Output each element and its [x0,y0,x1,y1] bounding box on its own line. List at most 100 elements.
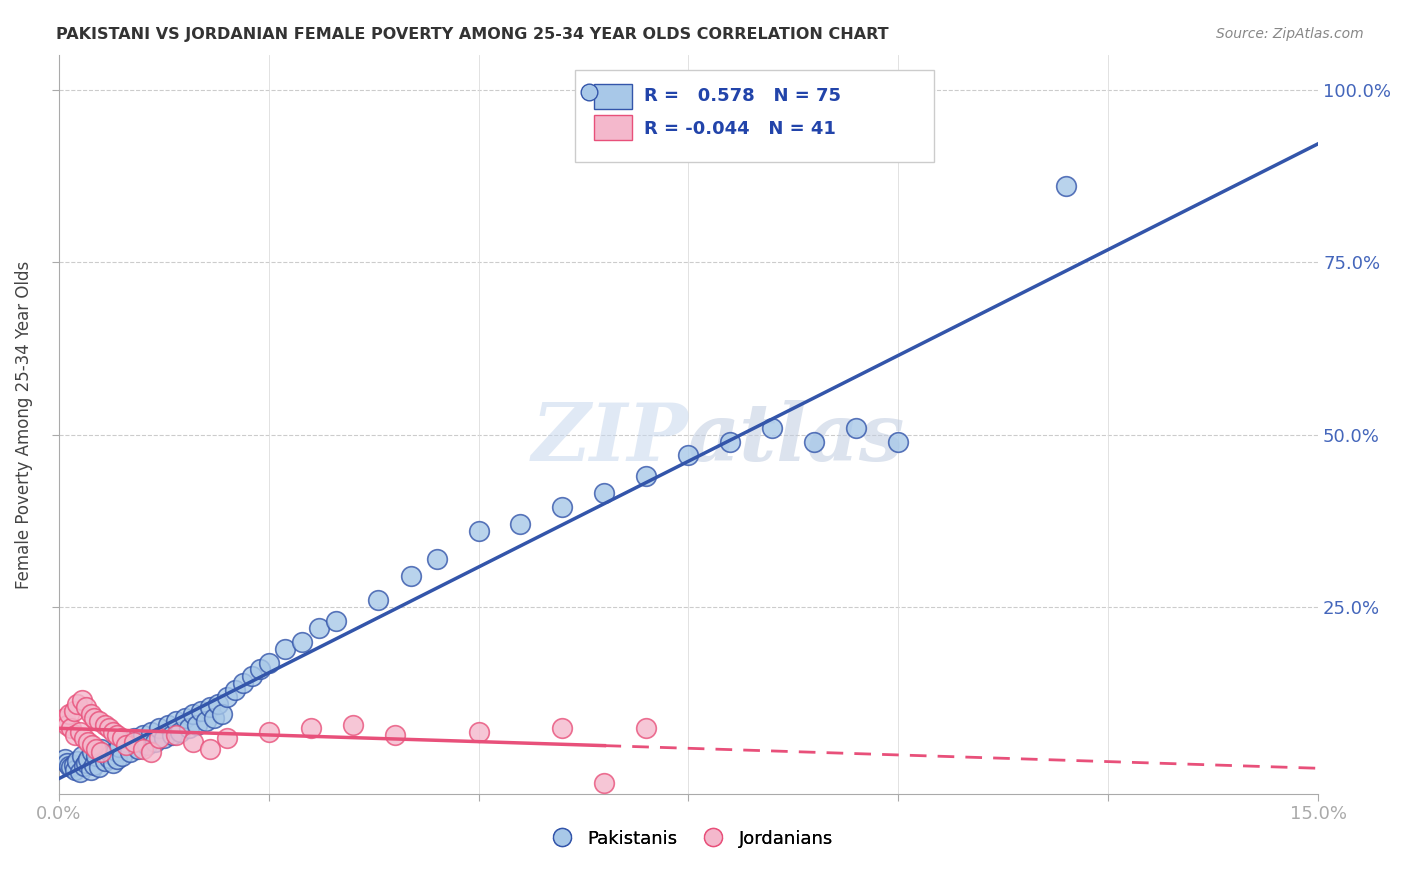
Text: R = -0.044   N = 41: R = -0.044 N = 41 [644,120,837,138]
Point [1054,179,1077,194]
Point [83,711,105,725]
Point [299,721,322,735]
Point [181,735,204,749]
Point [94,717,117,731]
Text: Source: ZipAtlas.com: Source: ZipAtlas.com [1216,27,1364,41]
Point [58,707,80,722]
Point [139,724,162,739]
Point [111,748,134,763]
Point [111,731,134,746]
Point [77,735,100,749]
Point [122,731,145,746]
Point [70,693,93,707]
Point [198,741,221,756]
Point [173,711,195,725]
Point [107,728,129,742]
Point [761,421,783,435]
Point [79,707,101,722]
Point [342,717,364,731]
Point [90,745,112,759]
Point [198,700,221,714]
Point [56,717,79,731]
Point [148,731,170,746]
Text: PAKISTANI VS JORDANIAN FEMALE POVERTY AMONG 25-34 YEAR OLDS CORRELATION CHART: PAKISTANI VS JORDANIAN FEMALE POVERTY AM… [56,27,889,42]
Point [156,717,179,731]
Point [224,683,246,698]
Point [190,704,212,718]
Point [467,524,489,539]
Point [82,745,104,759]
Point [678,449,700,463]
Point [257,656,280,670]
Point [194,714,217,729]
Point [202,711,225,725]
Point [148,721,170,735]
Point [165,714,187,729]
Point [131,741,153,756]
Point [169,724,191,739]
Point [551,721,574,735]
Text: atlas: atlas [689,401,905,478]
Point [73,731,96,746]
Point [274,641,297,656]
Text: R =   0.578   N = 75: R = 0.578 N = 75 [644,87,841,104]
Point [115,735,138,749]
Point [65,728,87,742]
Point [165,728,187,742]
Point [291,635,314,649]
Point [240,669,263,683]
Point [636,721,658,735]
Point [108,739,131,754]
Point [86,741,108,756]
Point [60,760,83,774]
Point [62,757,84,772]
Point [55,711,77,725]
Point [86,748,108,763]
Point [83,757,105,772]
Point [100,747,122,761]
Point [207,697,229,711]
Point [551,500,574,515]
Point [257,724,280,739]
Point [62,704,84,718]
Point [177,721,200,735]
Point [66,754,89,768]
Point [70,748,93,763]
Point [249,662,271,676]
Point [98,751,121,765]
Point [56,756,79,770]
Point [384,728,406,742]
Point [131,728,153,742]
Point [467,724,489,739]
Point [215,731,238,746]
Point [509,517,531,532]
Point [77,752,100,766]
Point [135,739,157,753]
Point [181,707,204,722]
Point [152,731,174,746]
Point [87,760,110,774]
FancyBboxPatch shape [575,70,934,162]
Point [66,697,89,711]
Point [104,744,127,758]
Point [82,739,104,753]
Point [69,724,91,739]
Point [75,756,97,770]
Point [98,721,121,735]
Point [75,700,97,714]
Point [845,421,868,435]
Point [52,714,75,729]
Point [115,739,138,753]
Point [139,745,162,759]
Point [58,759,80,773]
Point [211,707,233,722]
Point [636,469,658,483]
FancyBboxPatch shape [593,84,631,109]
Point [593,486,616,500]
Point [887,434,910,449]
Point [69,764,91,779]
Point [55,752,77,766]
Y-axis label: Female Poverty Among 25-34 Year Olds: Female Poverty Among 25-34 Year Olds [15,260,32,589]
Point [73,759,96,773]
Point [186,717,208,731]
